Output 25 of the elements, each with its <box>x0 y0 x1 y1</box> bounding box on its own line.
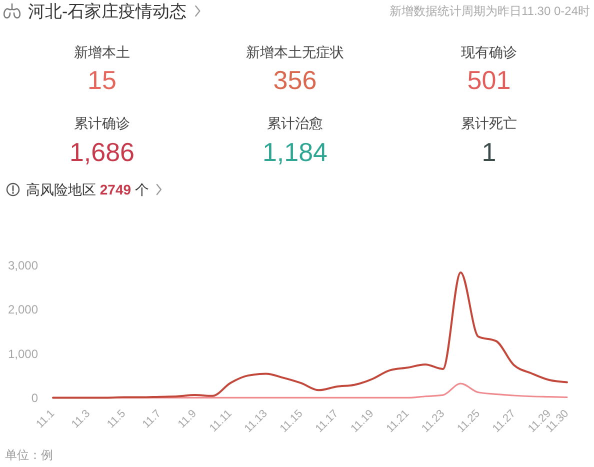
category-label: 累计治愈 <box>267 115 323 131</box>
y-tick-label: 2,000 <box>8 302 38 317</box>
category-label: 现有确诊 <box>461 44 517 60</box>
text: 河北-石家庄疫情动态 <box>28 2 187 21</box>
category-label: 新增本土无症状 <box>246 44 344 60</box>
text: 1,184 <box>262 137 328 167</box>
category-label: 累计确诊 <box>74 115 130 131</box>
text: 新增数据统计周期为昨日11.30 0-24时 <box>390 4 590 18</box>
chart-title: 高风险地区 2749 个 <box>26 182 149 198</box>
text: 356 <box>273 65 317 95</box>
category-label: 新增本土 <box>74 44 130 60</box>
y-tick-label: 1,000 <box>8 346 38 361</box>
text: 单位：例 <box>5 448 53 462</box>
y-tick-label: 3,000 <box>8 258 38 272</box>
category-label: 累计死亡 <box>461 115 517 131</box>
text: 501 <box>467 65 511 95</box>
text: 1 <box>482 137 496 167</box>
line-series <box>52 272 568 399</box>
text: 1,686 <box>69 137 135 167</box>
x-tick-label: 11.5 <box>104 408 128 431</box>
text: 15 <box>88 65 116 95</box>
x-tick-label: 11.1 <box>34 408 58 431</box>
y-tick-label: 0 <box>31 391 38 406</box>
x-tick-label: 11.3 <box>70 408 93 431</box>
x-tick-label: 11.9 <box>176 408 199 431</box>
